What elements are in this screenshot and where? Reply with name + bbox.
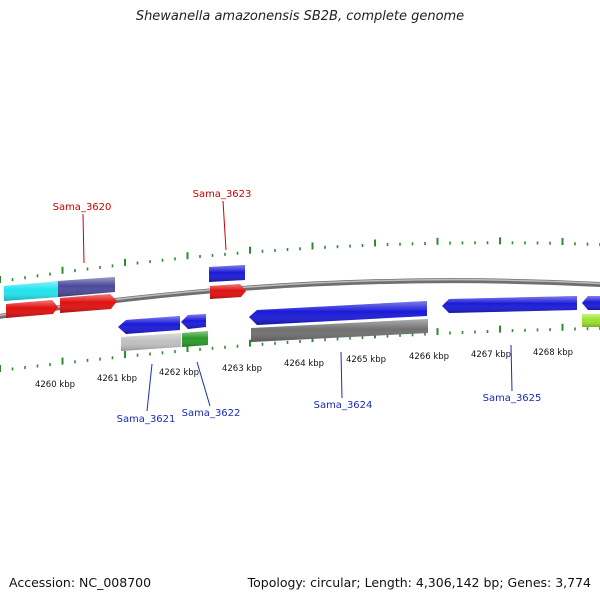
gene-label-sama-3623[interactable]: Sama_3623: [193, 189, 252, 200]
map-title: Shewanella amazonensis SB2B, complete ge…: [135, 9, 465, 24]
gene-label-sama-3620[interactable]: Sama_3620: [53, 202, 112, 213]
gene-callout-lines: [82, 200, 513, 412]
topology-text: Topology: circular; Length: 4,306,142 bp…: [247, 575, 591, 590]
gene-labels: Sama_3620 Sama_3623 Sama_3621 Sama_3622 …: [53, 189, 542, 425]
outer-tick-row: [0, 237, 600, 283]
ruler-label-4265: 4265 kbp: [346, 355, 386, 365]
ruler-label-4261: 4261 kbp: [97, 374, 137, 384]
ruler-label-4262: 4262 kbp: [159, 368, 199, 378]
gene-label-sama-3621[interactable]: Sama_3621: [117, 414, 176, 425]
ruler-label-4263: 4263 kbp: [222, 364, 262, 374]
forward-strand-features: [4, 265, 246, 318]
accession-text: Accession: NC_008700: [9, 575, 152, 590]
gene-label-sama-3624[interactable]: Sama_3624: [314, 400, 373, 411]
ruler-label-4267: 4267 kbp: [471, 350, 511, 360]
ruler-label-4268: 4268 kbp: [533, 348, 573, 358]
ruler-labels: 4260 kbp 4261 kbp 4262 kbp 4263 kbp 4264…: [35, 348, 573, 390]
inner-tick-row: [0, 323, 600, 372]
reverse-strand-features: [118, 296, 600, 351]
ruler-label-4264: 4264 kbp: [284, 359, 324, 369]
ruler-label-4266: 4266 kbp: [409, 352, 449, 362]
ruler-label-4260: 4260 kbp: [35, 380, 75, 390]
gene-label-sama-3622[interactable]: Sama_3622: [182, 408, 241, 419]
gene-label-sama-3625[interactable]: Sama_3625: [483, 393, 542, 404]
